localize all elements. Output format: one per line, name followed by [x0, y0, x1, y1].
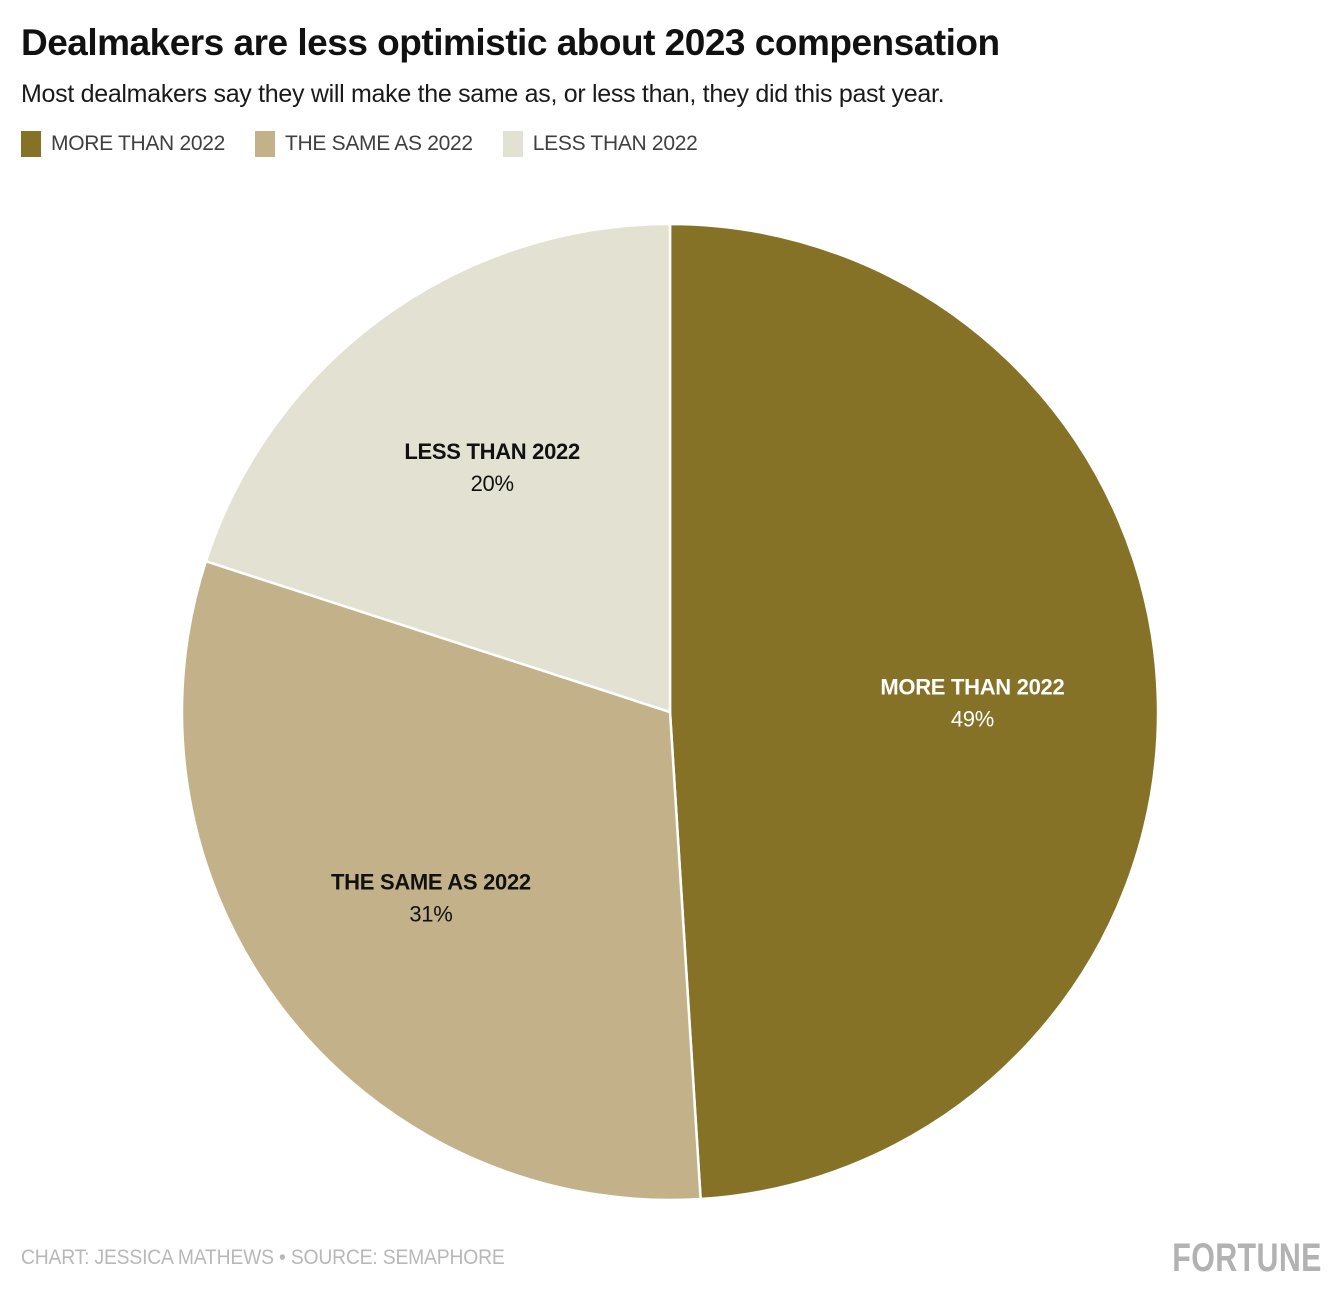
pie-slice-label: MORE THAN 2022: [880, 675, 1064, 700]
legend-item-more-than-2022: MORE THAN 2022: [21, 131, 225, 157]
chart-legend: MORE THAN 2022 THE SAME AS 2022 LESS THA…: [21, 131, 698, 157]
pie-slice-value: 20%: [471, 471, 514, 496]
page-title: Dealmakers are less optimistic about 202…: [21, 22, 1000, 63]
chart-credit: CHART: JESSICA MATHEWS • SOURCE: SEMAPHO…: [21, 1246, 505, 1269]
fortune-logo: FORTUNE: [1172, 1236, 1322, 1280]
chart-subtitle: Most dealmakers say they will make the s…: [21, 80, 945, 108]
pie-slice-more-than-2022: [668, 222, 1160, 1201]
pie-slice-less-than-2022: [204, 222, 672, 714]
legend-swatch-less-than-2022: [502, 131, 523, 157]
pie-slice-value: 31%: [409, 901, 452, 926]
legend-label: THE SAME AS 2022: [284, 132, 473, 155]
pie-slice-the-same-as-2022: [180, 559, 702, 1202]
pie-slice-value: 49%: [951, 707, 994, 732]
pie-slice-label: LESS THAN 2022: [404, 439, 580, 464]
legend-label: MORE THAN 2022: [51, 132, 225, 155]
legend-item-less-than-2022: LESS THAN 2022: [502, 131, 698, 157]
legend-label: LESS THAN 2022: [532, 132, 698, 155]
legend-swatch-more-than-2022: [21, 131, 41, 157]
legend-item-the-same-as-2022: THE SAME AS 2022: [254, 131, 473, 157]
pie-slice-label: THE SAME AS 2022: [331, 869, 531, 894]
legend-swatch-the-same-as-2022: [254, 131, 275, 157]
